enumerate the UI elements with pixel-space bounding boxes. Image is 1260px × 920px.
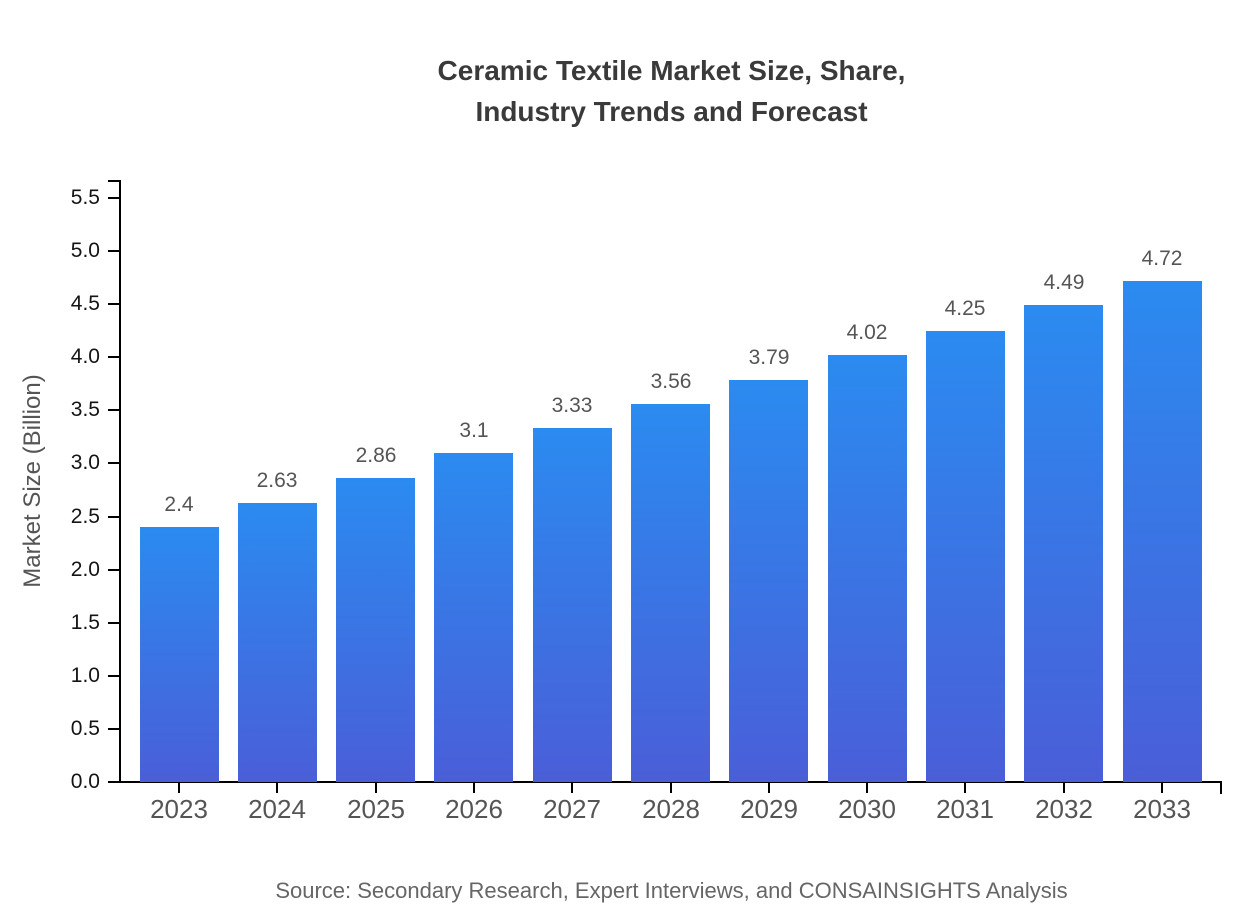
y-tick-label: 3.5 <box>70 398 100 421</box>
bar <box>1123 281 1202 782</box>
x-tick <box>375 783 377 793</box>
bar-value-label: 3.1 <box>459 419 489 442</box>
x-tick-label: 2030 <box>838 794 896 824</box>
x-axis-right-cap <box>1220 781 1222 794</box>
y-axis-top-cap <box>108 180 121 182</box>
bar-value-label: 2.63 <box>256 469 298 492</box>
x-axis-spine <box>119 781 1222 783</box>
y-tick-label: 2.0 <box>70 558 100 581</box>
bar <box>828 355 907 782</box>
x-tick <box>1063 783 1065 793</box>
y-tick-label: 0.0 <box>70 770 100 793</box>
x-tick-label: 2029 <box>740 794 798 824</box>
y-tick-label: 5.0 <box>70 239 100 262</box>
bar <box>434 453 513 782</box>
bar <box>729 380 808 782</box>
y-tick <box>108 197 119 199</box>
x-tick <box>473 783 475 793</box>
bar-value-label: 4.25 <box>944 297 986 320</box>
x-tick-label: 2028 <box>642 794 700 824</box>
bar-value-label: 4.02 <box>846 321 888 344</box>
x-tick-label: 2031 <box>936 794 994 824</box>
x-tick <box>276 783 278 793</box>
x-tick <box>866 783 868 793</box>
bar <box>1024 305 1103 782</box>
x-tick <box>964 783 966 793</box>
y-tick-label: 5.5 <box>70 186 100 209</box>
x-tick-label: 2033 <box>1133 794 1191 824</box>
y-tick <box>108 516 119 518</box>
y-tick <box>108 675 119 677</box>
y-tick <box>108 569 119 571</box>
bar-value-label: 3.33 <box>551 394 593 417</box>
y-tick-label: 2.5 <box>70 505 100 528</box>
bar <box>140 527 219 782</box>
bar <box>238 503 317 782</box>
x-tick <box>768 783 770 793</box>
y-tick-label: 1.0 <box>70 664 100 687</box>
y-tick <box>108 356 119 358</box>
bar <box>926 331 1005 782</box>
y-tick <box>108 781 119 783</box>
y-tick <box>108 303 119 305</box>
x-tick-label: 2023 <box>150 794 208 824</box>
bar <box>336 478 415 782</box>
chart-title-line1: Ceramic Textile Market Size, Share, <box>437 55 906 86</box>
y-tick-label: 3.0 <box>70 451 100 474</box>
y-tick <box>108 728 119 730</box>
x-tick <box>571 783 573 793</box>
bar <box>631 404 710 782</box>
bar <box>533 428 612 782</box>
y-tick-label: 1.5 <box>70 611 100 634</box>
y-tick <box>108 250 119 252</box>
y-tick-label: 4.5 <box>70 292 100 315</box>
source-caption: Source: Secondary Research, Expert Inter… <box>275 878 1068 903</box>
chart-title-line2: Industry Trends and Forecast <box>475 96 868 127</box>
x-tick-label: 2027 <box>543 794 601 824</box>
x-tick-label: 2025 <box>347 794 405 824</box>
y-tick <box>108 622 119 624</box>
bar-value-label: 2.86 <box>355 444 397 467</box>
bar-value-label: 3.79 <box>748 346 790 369</box>
x-tick-label: 2026 <box>445 794 503 824</box>
y-tick-label: 0.5 <box>70 717 100 740</box>
bar-value-label: 4.49 <box>1043 271 1085 294</box>
bar-value-label: 2.4 <box>164 493 194 516</box>
x-tick <box>178 783 180 793</box>
bar-value-label: 3.56 <box>650 370 692 393</box>
bar-value-label: 4.72 <box>1141 247 1183 270</box>
y-axis-spine <box>119 180 121 783</box>
x-tick-label: 2032 <box>1035 794 1093 824</box>
y-tick <box>108 462 119 464</box>
y-tick-label: 4.0 <box>70 345 100 368</box>
x-tick <box>1161 783 1163 793</box>
x-tick-label: 2024 <box>248 794 306 824</box>
chart-title: Ceramic Textile Market Size, Share, Indu… <box>121 50 1222 132</box>
x-tick <box>670 783 672 793</box>
y-tick <box>108 409 119 411</box>
